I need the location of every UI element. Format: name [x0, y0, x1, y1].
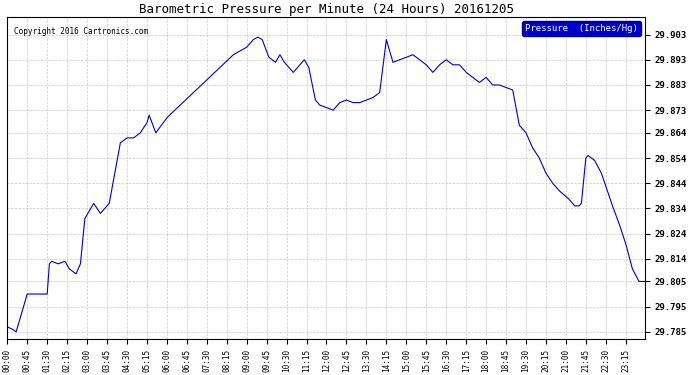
Text: Copyright 2016 Cartronics.com: Copyright 2016 Cartronics.com [14, 27, 148, 36]
Legend: Pressure  (Inches/Hg): Pressure (Inches/Hg) [522, 21, 641, 36]
Title: Barometric Pressure per Minute (24 Hours) 20161205: Barometric Pressure per Minute (24 Hours… [139, 3, 514, 16]
